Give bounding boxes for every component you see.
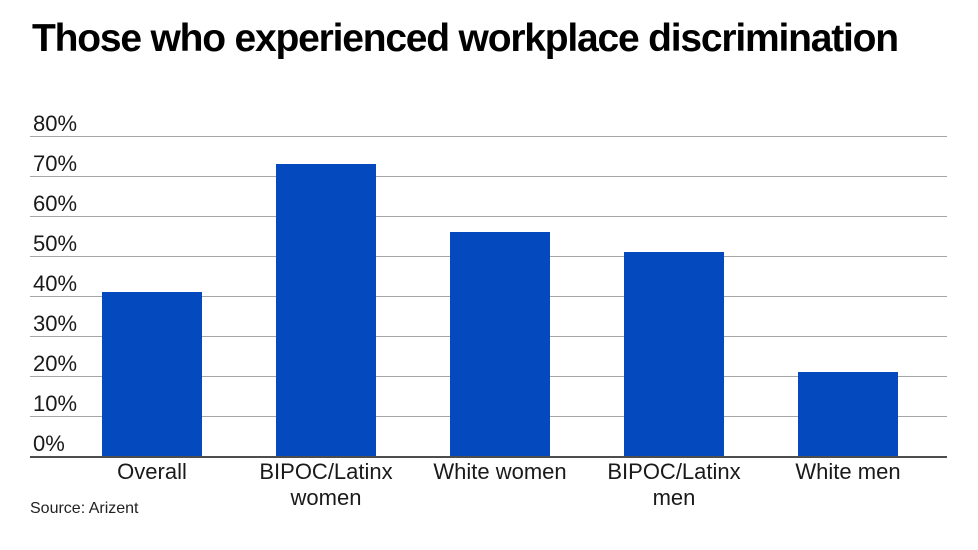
y-tick-label: 10% <box>33 391 78 416</box>
gridline <box>30 176 947 177</box>
y-tick-label: 30% <box>33 311 78 336</box>
plot-area: 0% 10% 20% 30% 40% 50% 60% 70% 80% <box>30 111 947 458</box>
bar-white-men <box>798 372 898 456</box>
gridline <box>30 216 947 217</box>
x-tick-label: White women <box>433 459 567 484</box>
x-tick-label: BIPOC/Latinx men <box>607 459 741 510</box>
gridline <box>30 136 947 137</box>
bar-bipoc-latinx-women <box>276 164 376 456</box>
y-tick-label: 50% <box>33 231 78 256</box>
y-tick-label: 60% <box>33 191 78 216</box>
y-tick-label: 0% <box>33 431 65 456</box>
bar-white-women <box>450 232 550 456</box>
x-axis-labels: Overall BIPOC/Latinx women White women BIPO… <box>30 459 947 519</box>
bar-bipoc-latinx-men <box>624 252 724 456</box>
y-tick-label: 40% <box>33 271 78 296</box>
x-tick-label: White men <box>795 459 901 484</box>
x-axis-line <box>30 456 947 458</box>
bar-overall <box>102 292 202 456</box>
chart-title: Those who experienced workplace discrimi… <box>32 17 899 60</box>
y-tick-label: 70% <box>33 151 78 176</box>
y-tick-label: 20% <box>33 351 78 376</box>
x-tick-label: BIPOC/Latinx women <box>259 459 393 510</box>
x-tick-label: Overall <box>117 459 187 484</box>
y-tick-label: 80% <box>33 111 78 136</box>
source-note: Source: Arizent <box>30 500 139 517</box>
